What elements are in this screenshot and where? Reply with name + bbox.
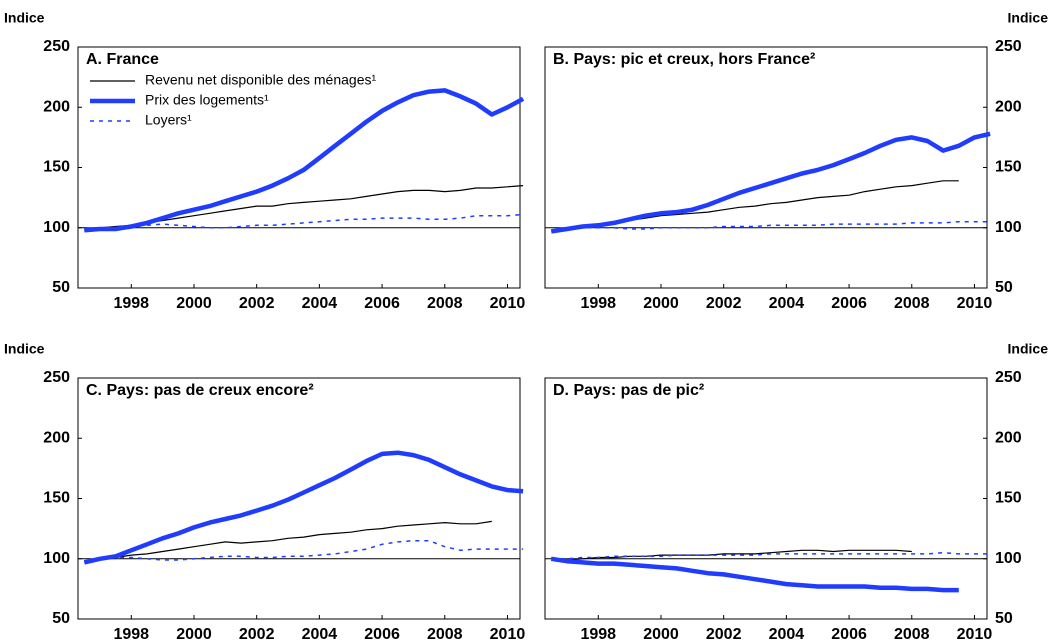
y-tick-label: 100 <box>995 550 1022 567</box>
y-tick-label: 150 <box>995 159 1022 176</box>
y-tick-label: 200 <box>995 429 1022 446</box>
y-tick-label: 100 <box>43 219 70 236</box>
x-tick-label: 1998 <box>113 295 149 312</box>
y-tick-label: 250 <box>43 38 70 55</box>
y-tick-label: 200 <box>43 429 70 446</box>
x-tick-label: 2002 <box>706 626 742 643</box>
series-line <box>84 213 524 231</box>
series-line <box>551 220 991 233</box>
legend-label: Loyers¹ <box>145 112 192 128</box>
y-tick-label: 50 <box>995 279 1013 296</box>
series-line <box>84 520 492 562</box>
x-tick-label: 2000 <box>176 626 212 643</box>
y-tick-label: 50 <box>995 610 1013 627</box>
y-tick-label: 250 <box>995 369 1022 386</box>
y-tick-label: 50 <box>52 279 70 296</box>
x-tick-label: 2000 <box>643 295 679 312</box>
y-tick-label: 100 <box>43 550 70 567</box>
x-tick-label: 2010 <box>490 626 526 643</box>
y-tick-label: 200 <box>995 98 1022 115</box>
x-tick-label: 2006 <box>831 295 867 312</box>
x-tick-label: 2002 <box>706 295 742 312</box>
y-tick-label: 200 <box>43 98 70 115</box>
y-tick-label: 150 <box>995 490 1022 507</box>
y-tick-label: 250 <box>43 369 70 386</box>
series-line <box>550 131 991 234</box>
y-tick-label: 50 <box>52 610 70 627</box>
series-line <box>84 88 525 233</box>
x-tick-label: 2006 <box>364 295 400 312</box>
x-tick-label: 2000 <box>643 626 679 643</box>
x-tick-label: 1998 <box>113 626 149 643</box>
series-line <box>551 551 991 560</box>
x-tick-label: 2004 <box>769 626 805 643</box>
x-tick-label: 2004 <box>302 295 338 312</box>
x-tick-label: 1998 <box>580 295 616 312</box>
panel-title: C. Pays: pas de creux encore² <box>86 382 314 399</box>
y-tick-label: 150 <box>43 159 70 176</box>
x-tick-label: 1998 <box>580 626 616 643</box>
x-tick-label: 2008 <box>894 295 930 312</box>
series-line <box>84 539 524 562</box>
series-line <box>83 450 524 565</box>
x-tick-label: 2004 <box>302 626 338 643</box>
x-tick-label: 2006 <box>831 626 867 643</box>
x-tick-label: 2010 <box>490 295 526 312</box>
legend-label: Prix des logements¹ <box>145 92 269 108</box>
panel-title: D. Pays: pas de pic² <box>553 382 704 399</box>
x-tick-label: 2002 <box>239 626 275 643</box>
x-tick-label: 2000 <box>176 295 212 312</box>
panel-title: A. France <box>86 51 159 68</box>
y-axis-label: Indice <box>4 10 45 26</box>
legend-label: Revenu net disponible des ménages¹ <box>145 72 376 88</box>
plot-frame <box>544 46 988 289</box>
y-tick-label: 100 <box>995 219 1022 236</box>
x-tick-label: 2010 <box>957 626 993 643</box>
y-axis-label: Indice <box>4 341 45 357</box>
x-tick-label: 2002 <box>239 295 275 312</box>
y-axis-label: Indice <box>1008 341 1049 357</box>
series-line <box>550 556 959 593</box>
x-tick-label: 2010 <box>957 295 993 312</box>
x-tick-label: 2004 <box>769 295 805 312</box>
y-axis-label: Indice <box>1008 10 1049 26</box>
x-tick-label: 2008 <box>427 295 463 312</box>
y-tick-label: 150 <box>43 490 70 507</box>
y-tick-label: 250 <box>995 38 1022 55</box>
panel-title: B. Pays: pic et creux, hors France² <box>553 51 815 68</box>
x-tick-label: 2006 <box>364 626 400 643</box>
x-tick-label: 2008 <box>894 626 930 643</box>
plot-frame <box>77 377 521 620</box>
series-line <box>551 549 912 561</box>
x-tick-label: 2008 <box>427 626 463 643</box>
